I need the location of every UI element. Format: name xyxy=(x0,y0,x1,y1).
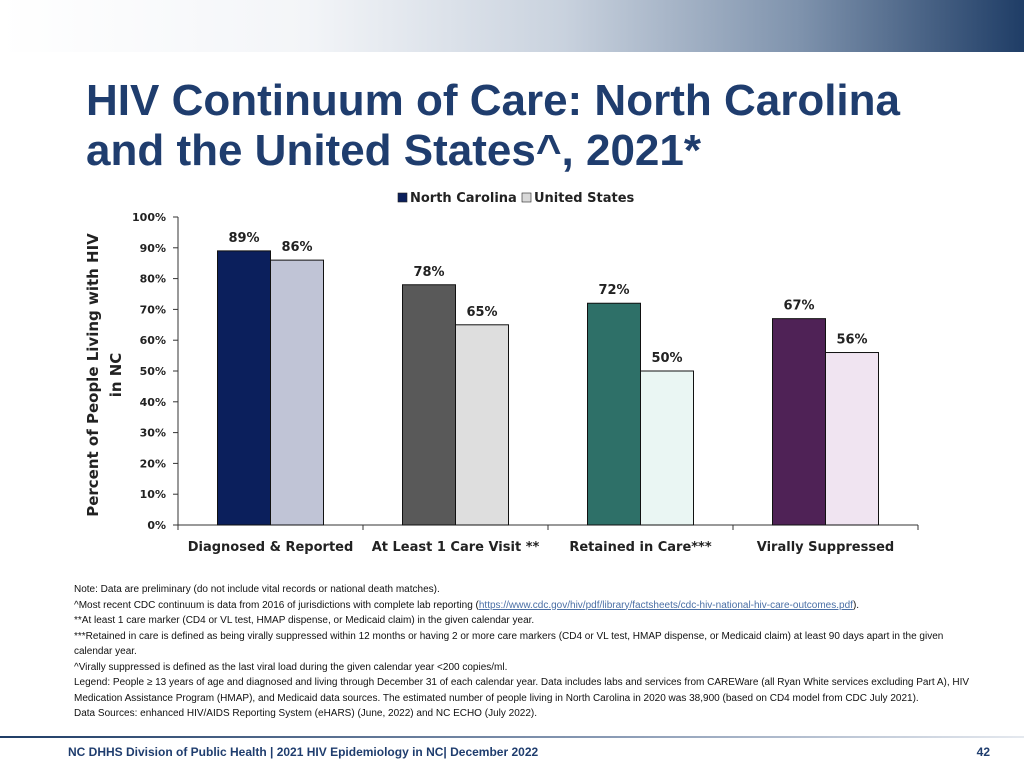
note-suppressed-definition: ^Virally suppressed is defined as the la… xyxy=(74,661,508,673)
data-label-0-2: 72% xyxy=(598,283,629,298)
data-label-1-1: 65% xyxy=(466,305,497,320)
data-label-1-0: 86% xyxy=(281,240,312,255)
y-axis-title-line-1: Percent of People Living with HIV xyxy=(84,233,102,517)
bar-0-1 xyxy=(402,284,456,526)
category-label-1: At Least 1 Care Visit ** xyxy=(372,540,540,555)
footnotes: Note: Data are preliminary (do not inclu… xyxy=(74,582,974,722)
bar-1-3 xyxy=(825,352,879,526)
y-tick-label: 30% xyxy=(140,427,166,440)
y-tick-label: 10% xyxy=(140,488,166,501)
y-tick-label: 60% xyxy=(140,334,166,347)
slide-title: HIV Continuum of Care: North Carolina an… xyxy=(86,76,986,176)
header-gradient-band xyxy=(0,0,1024,52)
category-label-0: Diagnosed & Reported xyxy=(188,540,354,555)
note-cdc-suffix: ). xyxy=(852,599,860,611)
note-retained-definition: ***Retained in care is defined as being … xyxy=(74,630,944,658)
note-care-marker: **At least 1 care marker (CD4 or VL test… xyxy=(74,615,535,626)
y-tick-label: 90% xyxy=(140,242,166,255)
footer-text: NC DHHS Division of Public Health | 2021… xyxy=(68,745,539,759)
bar-0-2 xyxy=(587,302,641,526)
continuum-bar-chart: North Carolina United States Percent of P… xyxy=(84,191,919,555)
chart-data-labels: 89% 86% 78% 65% 72% 50% 67% 56% xyxy=(228,231,867,366)
bar-1-0 xyxy=(270,259,324,526)
data-label-1-3: 56% xyxy=(836,333,867,348)
note-cdc-prefix: ^Most recent CDC continuum is data from … xyxy=(74,599,479,611)
chart-legend: North Carolina United States xyxy=(397,191,635,206)
chart-category-labels: Diagnosed & Reported At Least 1 Care Visi… xyxy=(177,525,919,555)
data-label-1-2: 50% xyxy=(651,351,682,366)
y-axis-title: Percent of People Living with HIV in NC xyxy=(84,233,125,517)
data-label-0-1: 78% xyxy=(413,265,444,280)
bar-0-3 xyxy=(772,318,826,526)
data-label-0-0: 89% xyxy=(228,231,259,246)
y-tick-label: 40% xyxy=(140,396,166,409)
legend-label-1: United States xyxy=(534,191,635,206)
page-number: 42 xyxy=(976,745,990,759)
y-tick-label: 70% xyxy=(140,303,166,316)
bar-0-0 xyxy=(217,250,271,526)
y-tick-label: 0% xyxy=(147,519,166,532)
footer-divider xyxy=(0,736,1024,738)
category-label-2: Retained in Care*** xyxy=(569,540,712,555)
y-tick-label: 100% xyxy=(132,211,166,224)
slide-title-line-2: and the United States^, 2021* xyxy=(86,126,701,175)
cdc-factsheet-link[interactable]: https://www.cdc.gov/hiv/pdf/library/fact… xyxy=(478,599,853,611)
legend-swatch-1 xyxy=(521,192,532,203)
data-label-0-3: 67% xyxy=(783,299,814,314)
y-tick-label: 50% xyxy=(140,365,166,378)
note-legend: Legend: People ≥ 13 years of age and dia… xyxy=(74,677,970,704)
note-cdc-source: ^Most recent CDC continuum is data from … xyxy=(74,598,974,614)
category-label-3: Virally Suppressed xyxy=(757,540,894,555)
note-data-sources: Data Sources: enhanced HIV/AIDS Reportin… xyxy=(74,708,537,719)
legend-label-0: North Carolina xyxy=(410,191,517,206)
note-preliminary: Note: Data are preliminary (do not inclu… xyxy=(74,584,440,595)
chart-axes: 0% 10% 20% 30% 40% 50% 60% 70% 80% 90% 100% xyxy=(132,211,918,532)
y-tick-label: 20% xyxy=(140,457,166,470)
y-tick-label: 80% xyxy=(140,273,166,286)
bar-1-2 xyxy=(640,370,694,526)
bar-1-1 xyxy=(455,324,509,526)
legend-swatch-0 xyxy=(397,192,408,203)
y-axis-title-line-2: in NC xyxy=(107,353,125,398)
slide-title-line-1: HIV Continuum of Care: North Carolina xyxy=(86,76,900,125)
chart-bars xyxy=(217,250,879,526)
